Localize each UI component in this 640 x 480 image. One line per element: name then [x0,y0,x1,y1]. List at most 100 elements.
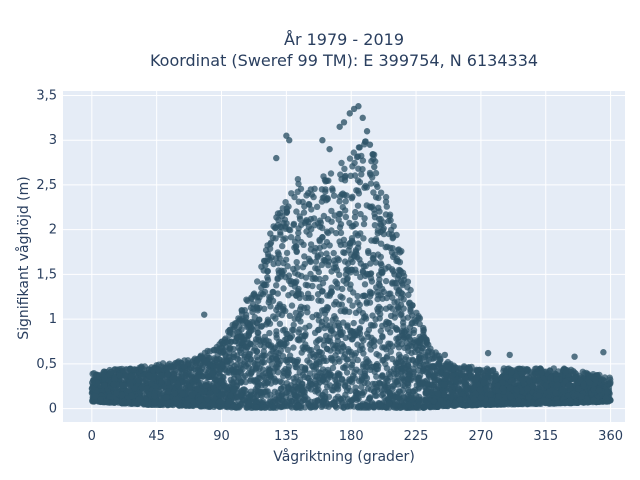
scatter-point [212,376,219,383]
scatter-point [131,366,138,373]
scatter-point [311,185,318,192]
scatter-point [392,324,400,332]
scatter-point [265,253,272,260]
scatter-point [202,381,209,389]
scatter-point [322,186,329,193]
scatter-point [499,379,506,386]
scatter-point [259,366,267,373]
scatter-point [341,351,349,358]
scatter-point [315,297,322,304]
scatter-point [374,227,382,234]
scatter-point [306,359,313,366]
scatter-point [335,210,343,218]
scatter-point [365,249,372,257]
scatter-point [328,207,335,215]
scatter-point [382,383,389,390]
scatter-point [330,400,337,407]
scatter-point [264,378,272,386]
scatter-point [219,392,226,399]
scatter-point [298,391,305,398]
scatter-point [356,256,363,263]
scatter-point [345,267,352,275]
scatter-point [240,361,247,368]
scatter-point [354,299,361,306]
scatter-point [318,322,325,329]
scatter-point [279,242,286,250]
scatter-point [367,270,374,277]
scatter-point [315,317,322,324]
scatter-point [246,399,253,407]
scatter-point [279,327,287,334]
scatter-point [101,382,108,389]
scatter-point [350,319,357,327]
scatter-point [354,341,361,348]
scatter-point [321,306,328,314]
scatter-point [601,378,608,385]
scatter-point [119,382,126,389]
scatter-point [202,367,210,374]
scatter-point [395,355,403,362]
scatter-point [356,368,364,375]
scatter-point [375,271,383,279]
scatter-point [452,377,459,384]
scatter-point [227,345,234,352]
scatter-point [487,391,494,398]
scatter-point [268,360,276,367]
scatter-point [282,365,289,373]
scatter-point [342,198,349,205]
scatter-point [252,361,259,368]
scatter-point [377,327,384,335]
scatter-point [274,360,281,368]
scatter-point [385,400,393,407]
scatter-point [458,390,465,398]
scatter-point [360,235,367,242]
scatter-point [150,367,157,374]
scatter-point [309,313,316,321]
scatter-point [313,203,321,210]
scatter-point [392,310,399,317]
scatter-point [377,222,385,229]
scatter-point [374,295,381,303]
scatter-point [263,337,270,344]
scatter-point [377,189,385,196]
scatter-point [297,303,305,310]
scatter-point [364,380,371,387]
scatter-point [138,384,145,391]
scatter-point [253,404,260,411]
scatter-point [320,357,327,364]
scatter-point [188,365,195,372]
scatter-point [90,370,98,377]
scatter-point [238,307,246,314]
scatter-point [400,272,408,280]
scatter-point [213,343,220,351]
scatter-point [343,356,350,363]
scatter-point [337,229,345,237]
scatter-point [367,366,374,373]
scatter-point [475,400,482,408]
scatter-point [339,285,346,293]
scatter-point [226,327,233,334]
scatter-point [179,390,186,398]
scatter-point [392,401,399,408]
scatter-point [307,352,314,359]
scatter-point [513,372,520,379]
scatter-point [291,315,298,322]
scatter-point [284,346,291,353]
scatter-point [338,191,345,198]
scatter-point [363,184,370,191]
scatter-point [394,298,401,305]
scatter-point [288,280,295,288]
scatter-point [328,268,335,275]
scatter-point [283,208,291,215]
scatter-point [264,276,272,284]
scatter-point [361,314,368,321]
scatter-point [386,303,393,311]
scatter-point [183,377,190,384]
scatter-point [354,177,362,184]
scatter-point [120,367,127,374]
scatter-point [389,395,397,403]
scatter-point [565,382,573,389]
scatter-point [128,392,135,399]
scatter-point [285,373,292,381]
scatter-point [372,236,380,243]
